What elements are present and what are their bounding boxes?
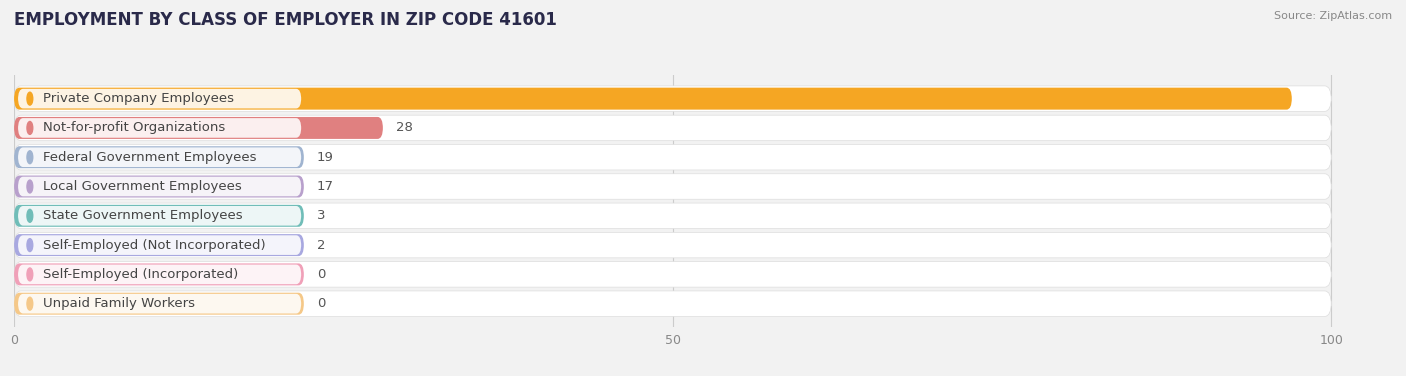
Text: 28: 28 <box>396 121 413 135</box>
FancyBboxPatch shape <box>14 174 1331 199</box>
FancyBboxPatch shape <box>14 146 304 168</box>
Text: State Government Employees: State Government Employees <box>44 209 243 222</box>
Circle shape <box>27 92 32 105</box>
Circle shape <box>27 239 32 252</box>
FancyBboxPatch shape <box>14 176 304 197</box>
Text: Source: ZipAtlas.com: Source: ZipAtlas.com <box>1274 11 1392 21</box>
Text: Local Government Employees: Local Government Employees <box>44 180 242 193</box>
FancyBboxPatch shape <box>14 117 382 139</box>
FancyBboxPatch shape <box>14 115 1331 141</box>
Circle shape <box>27 268 32 281</box>
FancyBboxPatch shape <box>18 294 301 314</box>
FancyBboxPatch shape <box>14 232 1331 258</box>
Text: 2: 2 <box>316 239 326 252</box>
FancyBboxPatch shape <box>14 86 1331 111</box>
FancyBboxPatch shape <box>14 262 1331 287</box>
FancyBboxPatch shape <box>18 177 301 196</box>
Text: 0: 0 <box>316 297 325 310</box>
FancyBboxPatch shape <box>18 206 301 226</box>
Circle shape <box>27 180 32 193</box>
FancyBboxPatch shape <box>18 147 301 167</box>
Text: 97: 97 <box>1302 92 1320 105</box>
Text: Private Company Employees: Private Company Employees <box>44 92 233 105</box>
FancyBboxPatch shape <box>18 118 301 138</box>
Text: Federal Government Employees: Federal Government Employees <box>44 151 256 164</box>
FancyBboxPatch shape <box>14 264 304 285</box>
Text: Unpaid Family Workers: Unpaid Family Workers <box>44 297 195 310</box>
Text: 17: 17 <box>316 180 335 193</box>
FancyBboxPatch shape <box>18 235 301 255</box>
Text: Self-Employed (Not Incorporated): Self-Employed (Not Incorporated) <box>44 239 266 252</box>
Text: EMPLOYMENT BY CLASS OF EMPLOYER IN ZIP CODE 41601: EMPLOYMENT BY CLASS OF EMPLOYER IN ZIP C… <box>14 11 557 29</box>
FancyBboxPatch shape <box>14 144 1331 170</box>
FancyBboxPatch shape <box>18 89 301 108</box>
Circle shape <box>27 121 32 134</box>
FancyBboxPatch shape <box>14 88 1292 110</box>
FancyBboxPatch shape <box>14 203 1331 229</box>
FancyBboxPatch shape <box>18 265 301 284</box>
Circle shape <box>27 297 32 310</box>
Text: Self-Employed (Incorporated): Self-Employed (Incorporated) <box>44 268 238 281</box>
FancyBboxPatch shape <box>14 291 1331 317</box>
FancyBboxPatch shape <box>14 205 304 227</box>
FancyBboxPatch shape <box>14 234 304 256</box>
Circle shape <box>27 209 32 222</box>
Text: Not-for-profit Organizations: Not-for-profit Organizations <box>44 121 225 135</box>
Circle shape <box>27 151 32 164</box>
FancyBboxPatch shape <box>14 293 304 315</box>
Text: 3: 3 <box>316 209 326 222</box>
Text: 0: 0 <box>316 268 325 281</box>
Text: 19: 19 <box>316 151 333 164</box>
